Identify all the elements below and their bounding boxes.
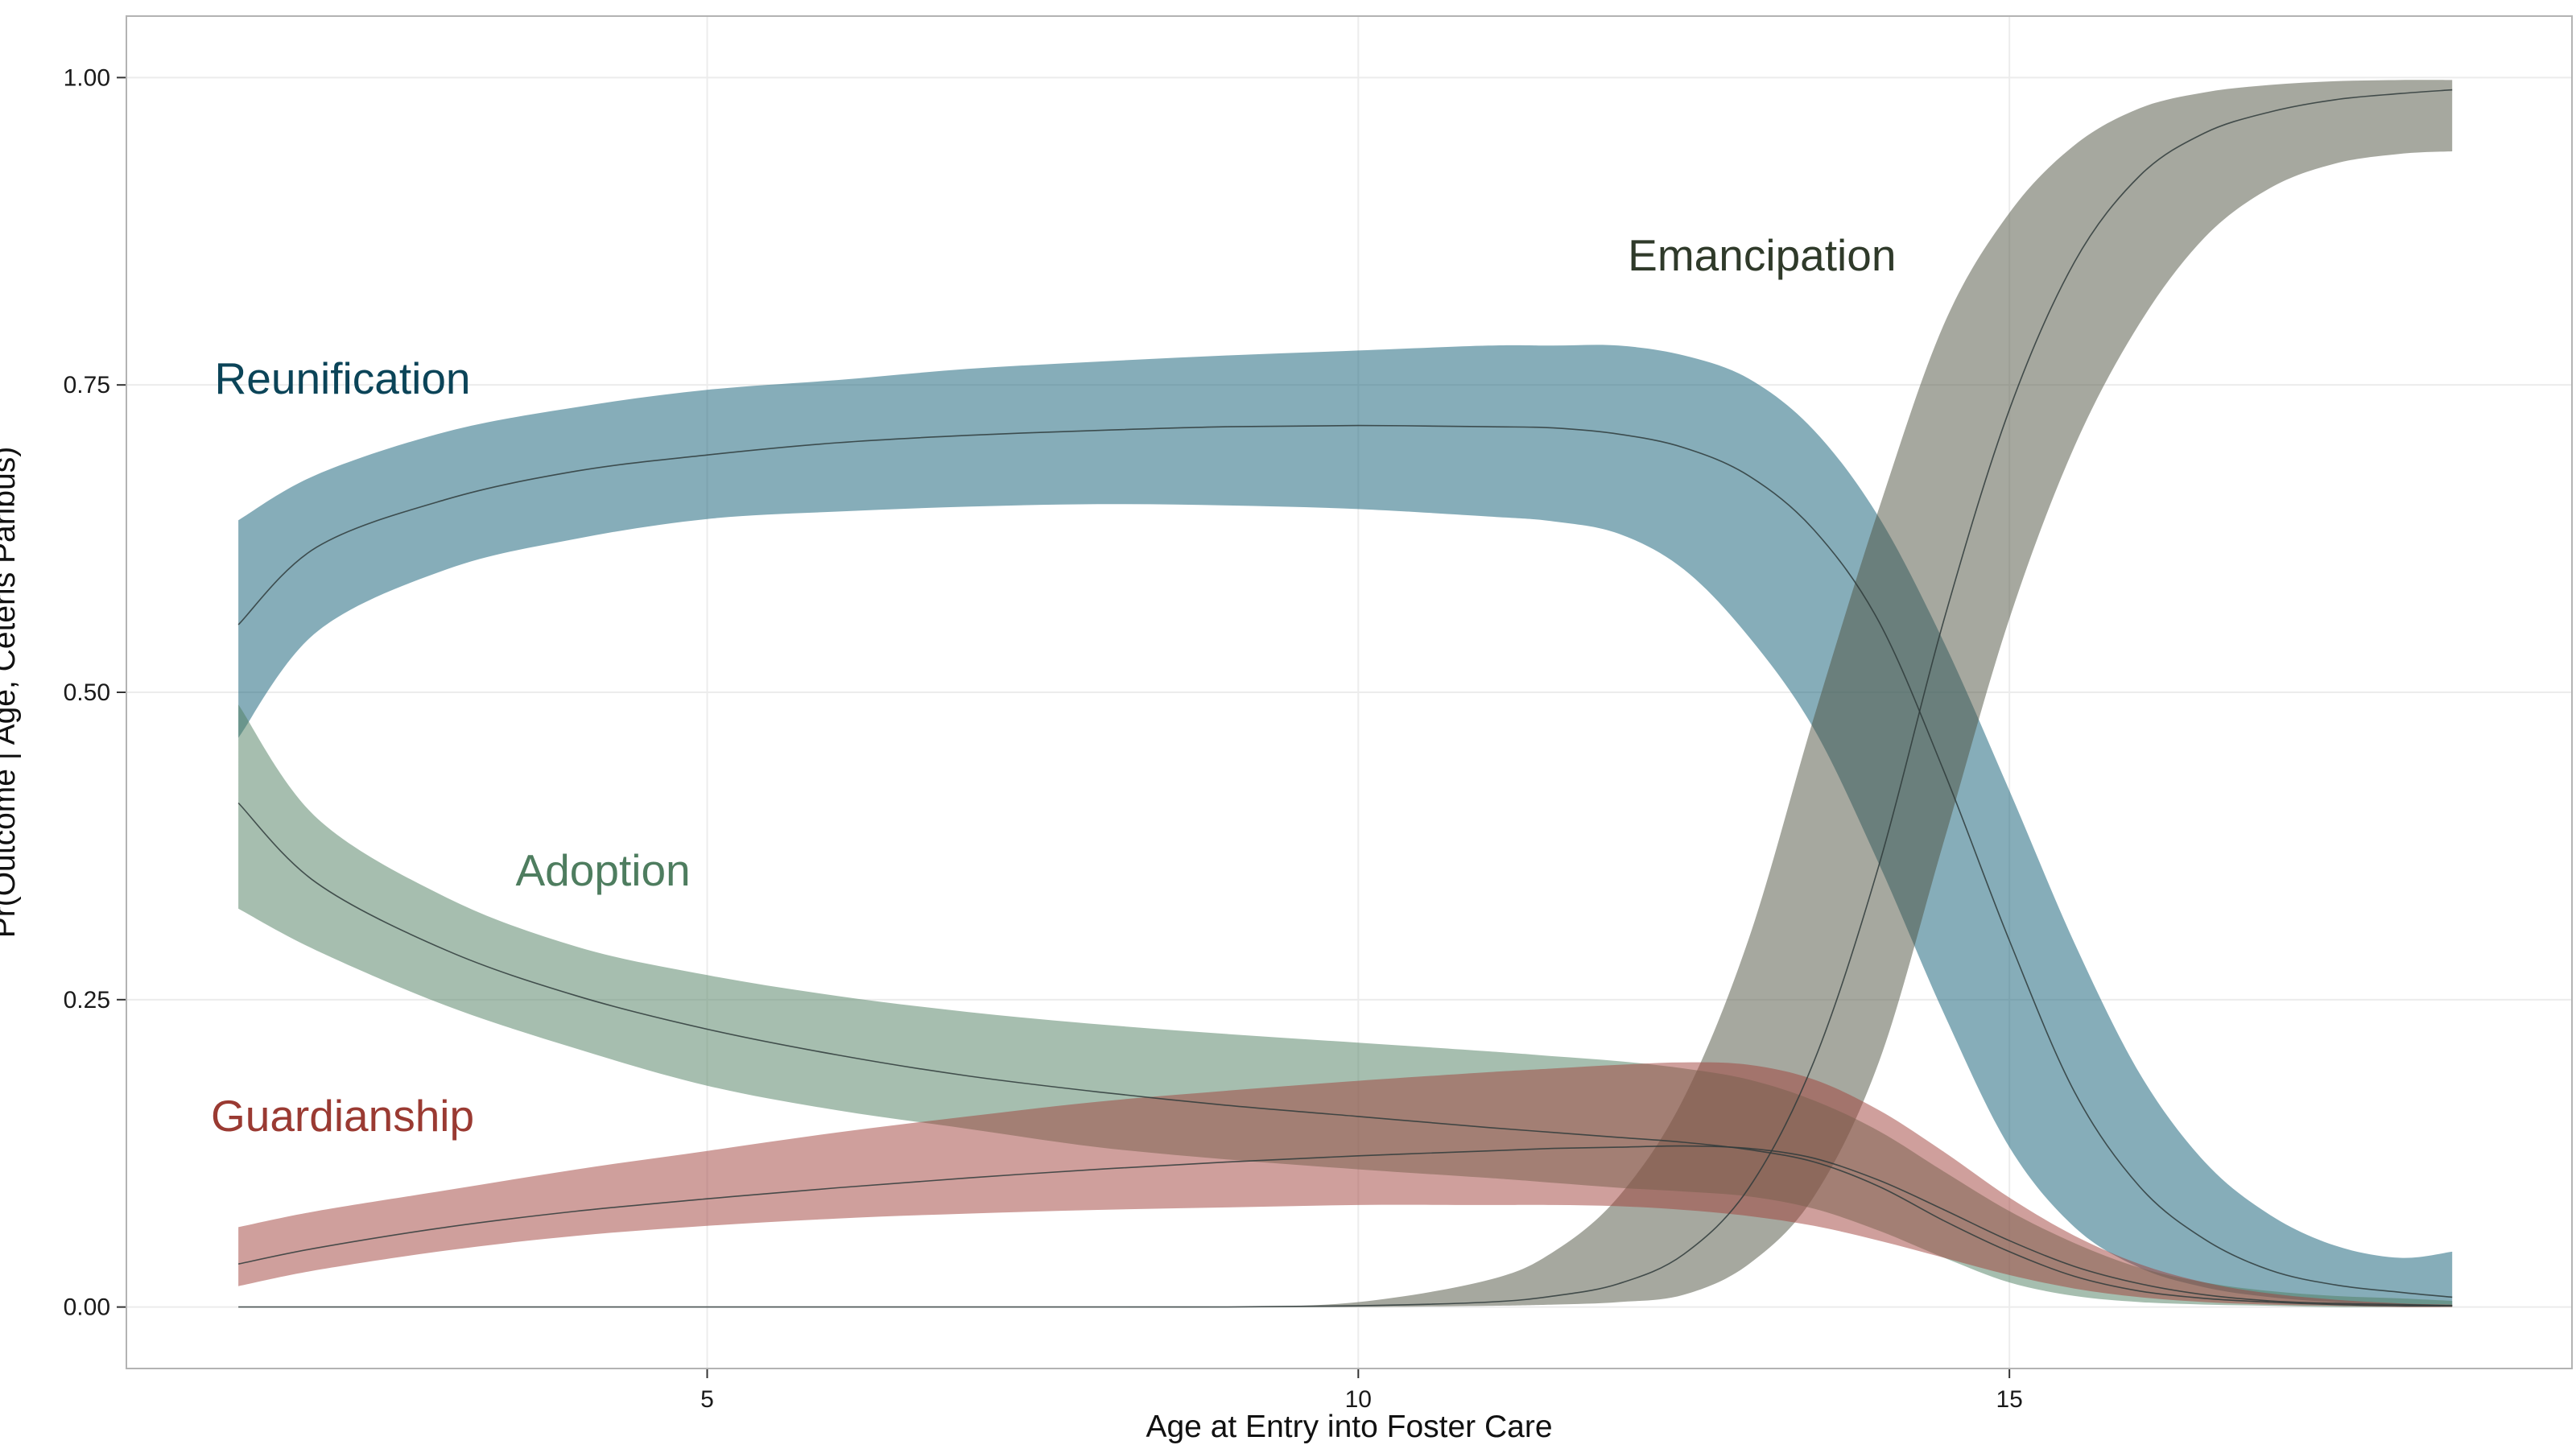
mean-lines: [237, 89, 2453, 1308]
y-tick-label: 0.25: [64, 987, 110, 1013]
y-tick-label: 1.00: [64, 64, 110, 91]
plot-panel-border: [126, 15, 2573, 1369]
x-tick-label: 15: [1996, 1386, 2022, 1413]
guardianship-label: Guardianship: [211, 1091, 474, 1141]
y-tick-label: 0.00: [64, 1294, 110, 1321]
y-axis-title: Pr(Outcome | Age, Ceteris Paribus): [0, 447, 22, 939]
guardianship-confidence-band: [238, 1062, 2453, 1307]
guardianship-mean-line: [237, 1145, 2453, 1307]
adoption-mean-line: [237, 802, 2453, 1307]
adoption-label: Adoption: [516, 845, 691, 895]
emancipation-confidence-band: [238, 80, 2453, 1308]
emancipation-mean-line: [238, 89, 2453, 1308]
y-tick-label: 0.50: [64, 679, 110, 706]
confidence-bands: [238, 80, 2453, 1308]
axis-ticks: 5 10 15 0.00 0.25 0.50 0.75 1.00: [64, 64, 2023, 1413]
x-tick-label: 10: [1345, 1386, 1372, 1413]
series-labels: Reunification Emancipation Adoption Guardia…: [211, 230, 1896, 1141]
x-axis-title: Age at Entry into Foster Care: [1146, 1410, 1552, 1444]
reunification-mean-line: [237, 424, 2453, 1298]
emancipation-label: Emancipation: [1628, 230, 1896, 280]
reunification-label: Reunification: [215, 353, 471, 403]
x-tick-label: 5: [700, 1386, 714, 1413]
y-tick-label: 0.75: [64, 372, 110, 398]
